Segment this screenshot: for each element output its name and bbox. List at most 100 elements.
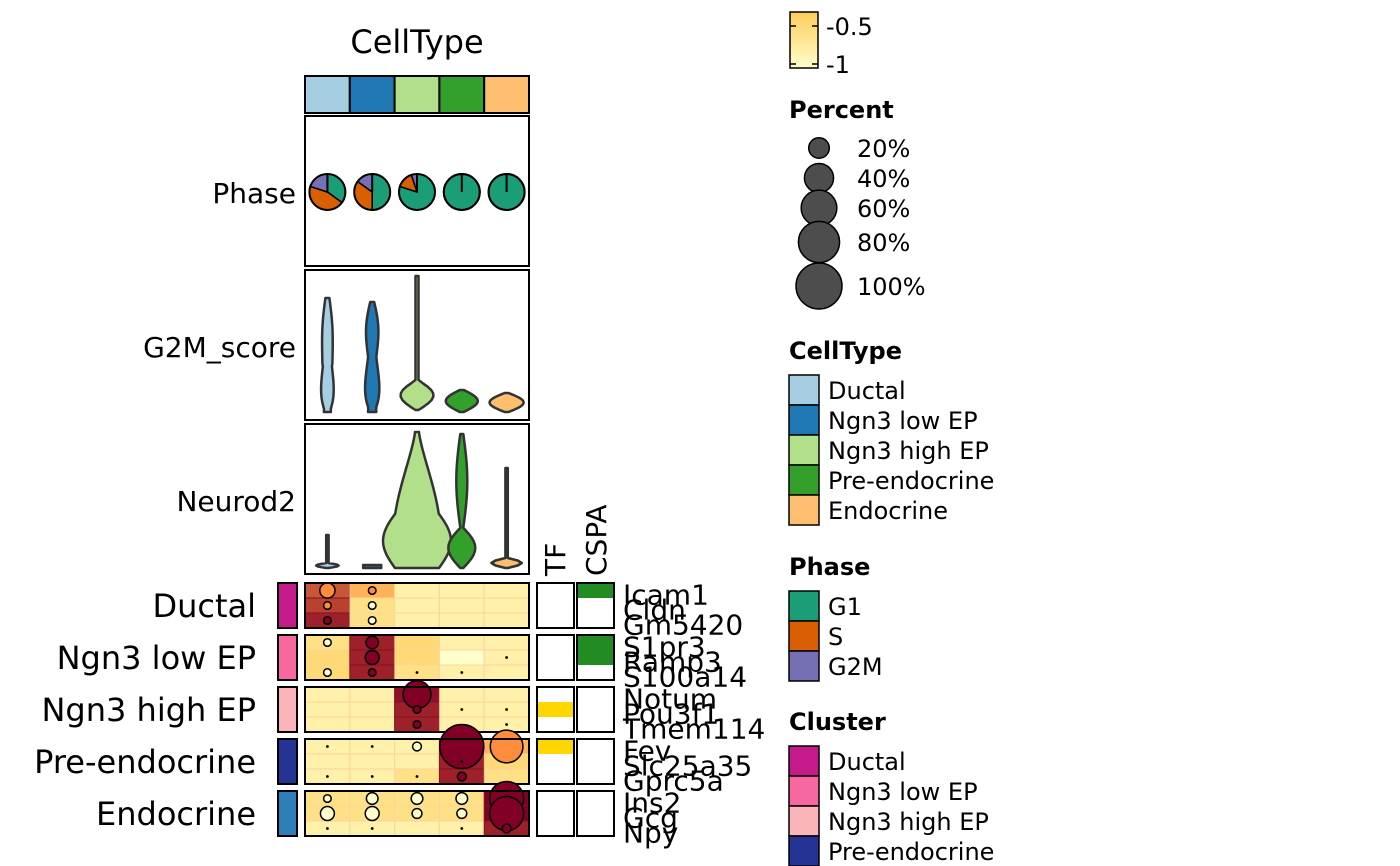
cspa-outline	[576, 634, 615, 681]
cspa-box-3	[576, 738, 615, 785]
g2m-violin-0	[319, 296, 335, 414]
percent-dot	[365, 791, 379, 806]
percent-dot	[505, 656, 508, 659]
heatmap-block-outline-0	[304, 582, 530, 629]
cspa-outline	[576, 790, 615, 837]
scale-bar	[789, 11, 819, 69]
tf-fill	[537, 739, 574, 754]
percent-dot	[370, 827, 374, 830]
chart-title: CellType	[350, 23, 483, 61]
celltype-legend-swatch	[788, 494, 820, 526]
percent-dot	[412, 704, 422, 715]
celltype-cell-0	[304, 75, 351, 114]
heatmap-cell	[349, 686, 396, 703]
cluster-color-2	[277, 686, 298, 733]
heatmap-cell	[394, 582, 440, 599]
scale-tick-label: -0.5	[826, 13, 873, 41]
cluster-legend-swatch	[788, 805, 820, 837]
heatmap-cell	[394, 649, 440, 666]
cluster-legend-swatch	[788, 775, 820, 807]
heatmap-cell	[438, 649, 485, 666]
percent-dot	[322, 637, 332, 648]
cspa-fill	[577, 583, 614, 598]
g2m-violin-1	[363, 300, 381, 414]
percent-dot	[367, 585, 377, 596]
neurod2-violin-2	[381, 430, 453, 570]
neurod2-violin-0	[314, 533, 340, 570]
tf-box-2	[536, 686, 575, 733]
cluster-label-3: Pre-endocrine	[34, 743, 256, 781]
cluster-label-2: Ngn3 high EP	[41, 691, 256, 729]
heatmap-cell	[438, 686, 485, 703]
g2m-violin-3	[444, 388, 480, 414]
percent-legend-label: 20%	[857, 135, 910, 163]
percent-legend-dot	[803, 162, 835, 194]
percent-dot	[412, 719, 422, 730]
percent-dot	[365, 635, 380, 650]
heatmap-cell	[394, 820, 440, 837]
percent-dot	[439, 723, 485, 770]
heatmap-cell	[304, 716, 351, 733]
tf-outline	[536, 738, 575, 785]
gene-label: Fev	[623, 735, 671, 768]
percent-dot	[456, 807, 468, 820]
percent-legend-dot	[795, 262, 843, 310]
phase-legend-title: Phase	[789, 553, 870, 581]
neurod2-violin-3	[447, 432, 477, 570]
celltype-cell-1	[348, 75, 396, 114]
percent-legend-label: 80%	[857, 229, 910, 257]
cluster-color-3	[277, 738, 298, 785]
cspa-outline	[576, 582, 615, 629]
cspa-outline	[576, 686, 615, 733]
gene-label: Notum	[623, 683, 717, 716]
phase-pies	[308, 173, 526, 211]
cluster-label-1: Ngn3 low EP	[57, 639, 256, 677]
heatmap-cell	[483, 664, 530, 681]
cluster-legend-label: Ngn3 low EP	[828, 778, 978, 806]
cluster-label-4: Endocrine	[96, 795, 256, 833]
cluster-legend-label: Pre-endocrine	[828, 838, 994, 866]
percent-dot	[402, 679, 432, 710]
gene-label: Tmem114	[622, 713, 765, 746]
tf-fill	[537, 702, 574, 717]
percent-dot	[367, 667, 377, 678]
percent-legend-label: 40%	[857, 165, 910, 193]
neurod2-violin-4	[490, 466, 524, 570]
heatmap-cell	[483, 597, 530, 614]
scale-tick-label: -1	[826, 51, 850, 79]
percent-dot	[505, 723, 508, 726]
percent-dot	[367, 615, 377, 626]
percent-dot	[319, 805, 336, 822]
legends: -0.5 -1 Percent 20%40%60% 80% 100% CellType Duc…	[788, 11, 994, 866]
percent-dot	[322, 793, 332, 804]
percent-dot	[370, 745, 374, 748]
gene-label: Ins2	[623, 787, 681, 820]
g2m-violin-4	[488, 391, 525, 414]
percent-legend-label: 100%	[857, 273, 926, 301]
gene-label: Gm5420	[623, 609, 743, 642]
heatmap-block-outline-2	[304, 686, 530, 733]
heatmap-cell	[394, 597, 440, 614]
percent-dot	[326, 827, 329, 830]
celltype-legend-title: CellType	[789, 337, 902, 365]
percent-dot	[489, 729, 524, 764]
tf-box-1	[536, 634, 575, 681]
percent-legend-title: Percent	[789, 96, 894, 124]
percent-dot	[460, 760, 464, 763]
cspa-box-4	[576, 790, 615, 837]
percent-dot	[501, 823, 512, 834]
phase-legend-label: G1	[828, 593, 862, 621]
tf-box-0	[536, 582, 575, 629]
cspa-column-label: CSPA	[580, 504, 613, 576]
gene-label: Gcg	[623, 802, 678, 835]
percent-dot	[370, 775, 374, 778]
neurod2-violins	[314, 430, 524, 570]
cluster-legend-swatch	[788, 835, 820, 866]
celltype-legend-label: Ductal	[828, 377, 906, 405]
phase-legend-swatch	[788, 620, 820, 652]
phase-pie-outline-1	[353, 173, 392, 211]
celltype-legend-label: Ngn3 high EP	[828, 437, 989, 465]
percent-dot	[364, 649, 380, 666]
percent-dot	[455, 791, 469, 806]
tf-outline	[536, 686, 575, 733]
